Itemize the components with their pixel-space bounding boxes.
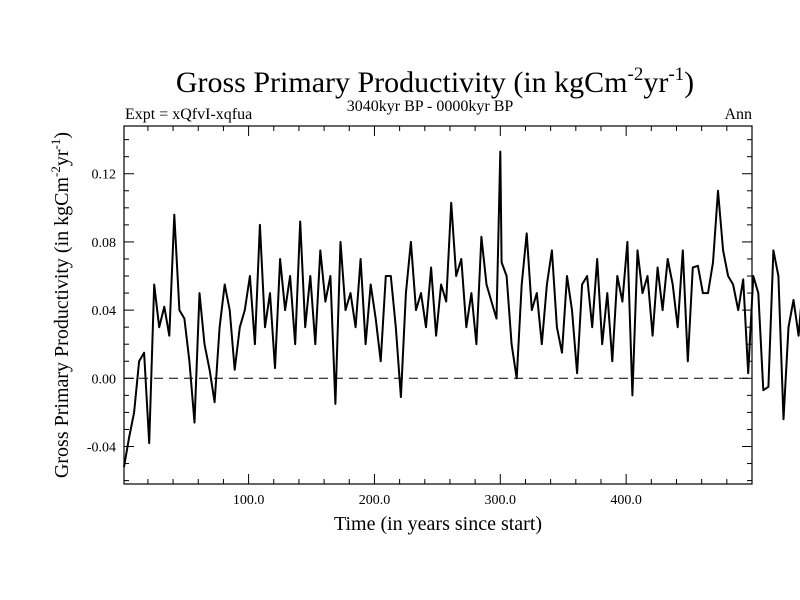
period-label: 3040kyr BP - 0000kyr BP (347, 98, 514, 115)
y-tick-label: 0.00 (92, 372, 117, 387)
experiment-label: Expt = xQfvI-xqfua (125, 106, 252, 123)
x-axis-tick-labels: 100.0 200.0 300.0 400.0 (233, 493, 642, 508)
series-line-gpp (123, 150, 800, 468)
y-tick-label: -0.04 (87, 440, 116, 455)
y-tick-label: 0.08 (92, 236, 117, 251)
x-tick-label: 200.0 (359, 493, 391, 508)
x-axis-ticks (147, 126, 728, 484)
x-tick-label: 100.0 (233, 493, 265, 508)
x-tick-label: 300.0 (485, 493, 517, 508)
chart-title: Gross Primary Productivity (in kgCm-2yr-… (176, 64, 694, 99)
y-axis-ticks (124, 139, 752, 482)
y-axis-tick-labels: -0.04 0.00 0.04 0.08 0.12 (87, 168, 116, 456)
x-tick-label: 400.0 (610, 493, 642, 508)
y-tick-label: 0.04 (92, 304, 117, 319)
x-axis-label: Time (in years since start) (334, 513, 542, 535)
y-tick-label: 0.12 (92, 168, 117, 183)
season-label: Ann (724, 106, 752, 123)
y-axis-label: Gross Primary Productivity (in kgCm-2yr-… (48, 132, 73, 478)
